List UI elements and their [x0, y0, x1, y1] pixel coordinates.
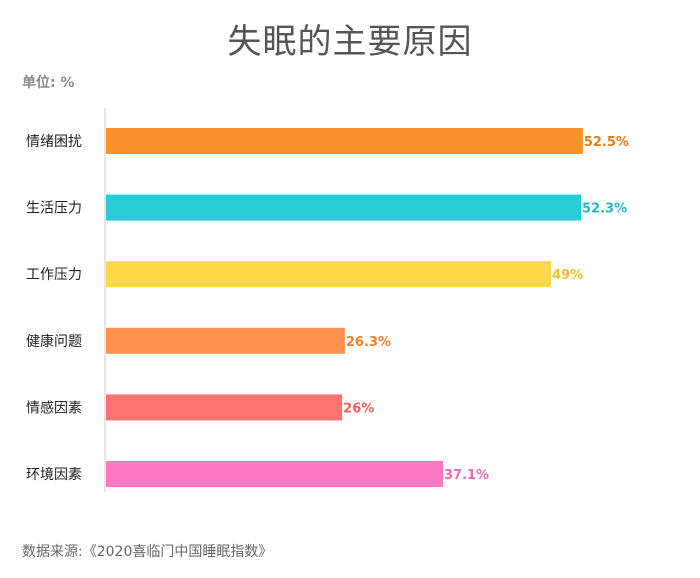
value-label: 26% [343, 401, 374, 416]
bar [106, 128, 583, 154]
bar-chart: 情绪困扰 52.5% 生活压力 52.3% 工作压力 49% 健康问题 26.3% 情感因素 26… [26, 108, 629, 492]
category-label: 健康问题 [26, 333, 82, 350]
bar [106, 327, 345, 354]
bar [106, 461, 443, 487]
bar [106, 394, 343, 421]
category-label: 环境因素 [26, 467, 82, 483]
source-note: 数据来源:《2020喜临门中国睡眠指数》 [22, 544, 273, 560]
chart-title: 失眠的主要原因 [227, 22, 473, 62]
value-label: 26.3% [346, 335, 391, 350]
bar [106, 194, 582, 221]
value-label: 52.3% [582, 202, 627, 217]
category-label: 情感因素 [26, 399, 82, 416]
value-label: 49% [552, 268, 583, 283]
value-label: 52.5% [584, 135, 629, 150]
value-label: 37.1% [444, 468, 489, 483]
unit-label: 单位: % [22, 75, 75, 91]
bars-group: 情绪困扰 52.5% 生活压力 52.3% 工作压力 49% 健康问题 26.3% 情感因素 26… [26, 128, 629, 487]
category-label: 情绪困扰 [26, 134, 82, 150]
category-label: 工作压力 [26, 267, 82, 283]
bar [106, 261, 552, 288]
category-label: 生活压力 [26, 201, 82, 217]
